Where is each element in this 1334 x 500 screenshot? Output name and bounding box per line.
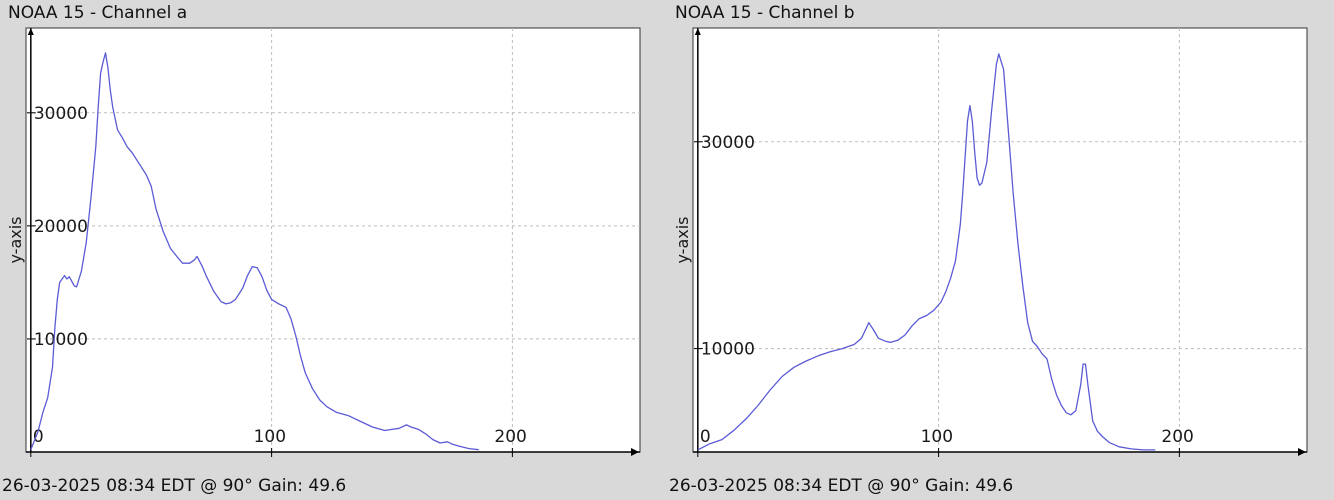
- x-tick-label: 100: [254, 427, 286, 447]
- chart-footer: 26-03-2025 08:34 EDT @ 90° Gain: 49.6: [2, 476, 347, 496]
- x-axis-arrow: [1298, 448, 1306, 456]
- x-tick-label: 200: [1161, 427, 1193, 447]
- y-tick-label: 10000: [701, 340, 755, 360]
- y-tick-label: 30000: [34, 104, 88, 124]
- x-axis-arrow: [631, 448, 639, 456]
- y-axis-label: y-axis: [673, 216, 692, 263]
- x-tick-label: 0: [700, 427, 711, 447]
- series-line: [30, 52, 479, 451]
- chart-panel-a: NOAA 15 - Channel a 0 100 200 10000 20000 300…: [0, 0, 650, 500]
- x-tick-label: 0: [33, 427, 44, 447]
- plot-area: 0 100 200 10000 30000 y-axis: [673, 27, 1308, 457]
- x-tick-label: 100: [921, 427, 953, 447]
- plot-background: [692, 27, 1308, 453]
- y-tick-label: 20000: [34, 217, 88, 237]
- y-axis-arrow: [27, 28, 34, 35]
- plot-area: 0 100 200 10000 20000 30000 y-axis: [6, 27, 641, 457]
- series-line: [697, 53, 1156, 451]
- chart-title: NOAA 15 - Channel a: [8, 3, 188, 23]
- y-axis-label: y-axis: [6, 216, 25, 263]
- chart-panel-b: NOAA 15 - Channel b 0 100 200 10000 30000 y-a…: [667, 0, 1317, 500]
- y-axis-arrow: [694, 28, 701, 35]
- chart-title: NOAA 15 - Channel b: [675, 3, 855, 23]
- chart-footer: 26-03-2025 08:34 EDT @ 90° Gain: 49.6: [669, 476, 1014, 496]
- plot-background: [25, 27, 641, 453]
- x-tick-label: 200: [494, 427, 526, 447]
- y-tick-label: 30000: [701, 133, 755, 153]
- y-tick-label: 10000: [34, 330, 88, 350]
